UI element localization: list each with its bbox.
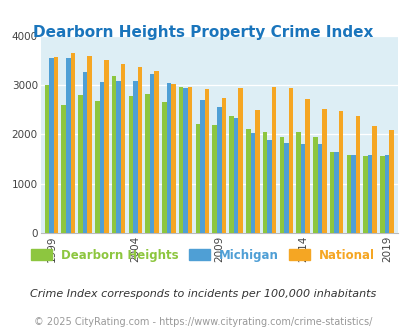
Bar [284,143,288,233]
Bar [388,130,393,233]
Bar [338,112,343,233]
Bar [70,53,75,233]
Bar [221,98,226,233]
Bar [188,87,192,233]
Bar [321,110,326,233]
Bar [362,155,367,233]
Bar [245,129,250,233]
Bar [212,125,216,233]
Bar [83,72,87,233]
Bar [99,82,104,233]
Bar [271,87,276,233]
Bar [216,108,221,233]
Bar [334,152,338,233]
Bar [104,60,109,233]
Bar [312,137,317,233]
Bar [254,110,259,233]
Bar [95,101,99,233]
Bar [149,74,154,233]
Bar [296,132,300,233]
Bar [162,102,166,233]
Bar [279,137,283,233]
Bar [133,81,137,233]
Bar [350,154,355,233]
Bar [183,88,188,233]
Bar [171,84,175,233]
Bar [87,56,92,233]
Bar [233,118,238,233]
Text: Dearborn Heights Property Crime Index: Dearborn Heights Property Crime Index [33,25,372,40]
Text: © 2025 CityRating.com - https://www.cityrating.com/crime-statistics/: © 2025 CityRating.com - https://www.city… [34,317,371,327]
Bar [204,89,209,233]
Bar [121,64,125,233]
Bar [305,99,309,233]
Bar [128,96,133,233]
Bar [288,88,292,233]
Bar [137,67,142,233]
Text: Crime Index corresponds to incidents per 100,000 inhabitants: Crime Index corresponds to incidents per… [30,289,375,299]
Bar [262,132,266,233]
Bar [266,140,271,233]
Bar [45,85,49,233]
Bar [179,87,183,233]
Bar [379,156,384,233]
Bar [53,57,58,233]
Bar [355,116,359,233]
Bar [49,58,53,233]
Bar [329,152,334,233]
Bar [300,144,305,233]
Bar [111,76,116,233]
Bar [66,58,70,233]
Bar [384,154,388,233]
Bar [367,154,371,233]
Bar [229,116,233,233]
Bar [61,105,66,233]
Bar [346,155,350,233]
Bar [250,133,254,233]
Bar [154,71,158,233]
Bar [166,83,171,233]
Bar [195,124,200,233]
Legend: Dearborn Heights, Michigan, National: Dearborn Heights, Michigan, National [26,244,379,266]
Bar [145,94,149,233]
Bar [317,144,321,233]
Bar [200,100,204,233]
Bar [371,126,376,233]
Bar [78,95,83,233]
Bar [116,81,121,233]
Bar [238,88,242,233]
